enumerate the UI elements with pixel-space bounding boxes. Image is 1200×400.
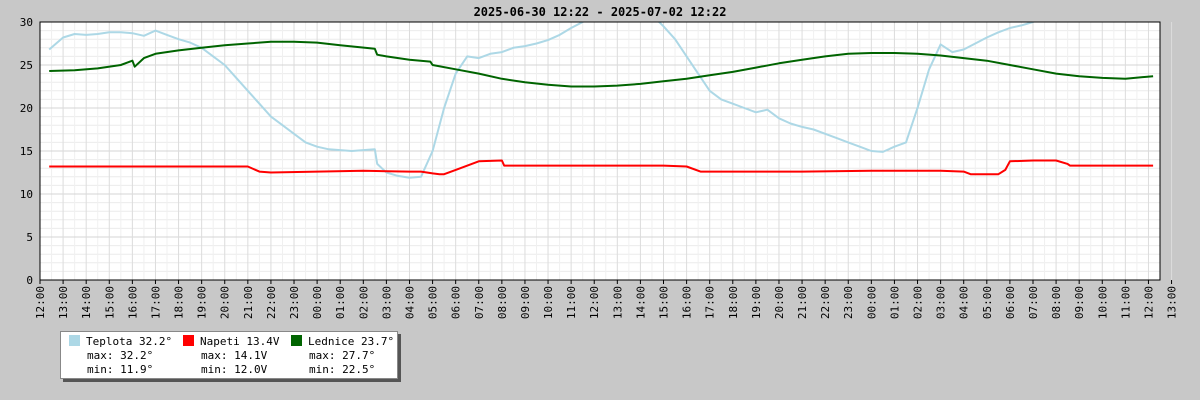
legend-entry-teplota: Teplota 32.2° max: 32.2° min: 11.9° — [69, 335, 172, 377]
x-tick-label: 05:00 — [981, 286, 994, 319]
series-line-napeti — [49, 159, 1154, 176]
x-tick-label: 15:00 — [103, 286, 116, 319]
x-tick-label: 23:00 — [842, 286, 855, 319]
x-tick-label: 18:00 — [173, 286, 186, 319]
y-tick-label: 20 — [20, 102, 33, 115]
x-tick-label: 01:00 — [334, 286, 347, 319]
y-tick-label: 5 — [26, 231, 33, 244]
chart-title: 2025-06-30 12:22 - 2025-07-02 12:22 — [474, 5, 727, 19]
x-tick-label: 16:00 — [126, 286, 139, 319]
series-layer — [48, 22, 1154, 179]
x-tick-label: 07:00 — [1027, 286, 1040, 319]
x-tick-label: 00:00 — [865, 286, 878, 319]
x-tick-label: 12:00 — [588, 286, 601, 319]
x-tick-label: 14:00 — [80, 286, 93, 319]
x-tick-label: 16:00 — [681, 286, 694, 319]
x-tick-label: 06:00 — [1004, 286, 1017, 319]
x-tick-label: 05:00 — [427, 286, 440, 319]
legend-swatch-napeti — [183, 335, 194, 346]
legend: Teplota 32.2° max: 32.2° min: 11.9° Nape… — [60, 331, 398, 379]
grid-major — [39, 21, 1173, 281]
x-tick-label: 22:00 — [819, 286, 832, 319]
x-tick-label: 00:00 — [311, 286, 324, 319]
x-tick-label: 02:00 — [357, 286, 370, 319]
x-tick-label: 03:00 — [935, 286, 948, 319]
x-tick-label: 08:00 — [496, 286, 509, 319]
x-tick-label: 09:00 — [519, 286, 532, 319]
x-tick-label: 11:00 — [1119, 286, 1132, 319]
x-tick-label: 13:00 — [611, 286, 624, 319]
x-tick-label: 06:00 — [450, 286, 463, 319]
x-tick-label: 04:00 — [403, 286, 416, 319]
x-tick-label: 21:00 — [242, 286, 255, 319]
x-tick-label: 12:00 — [34, 286, 47, 319]
legend-label-napeti: Napeti 13.4V — [200, 335, 280, 348]
legend-min-napeti: min: 12.0V — [201, 363, 268, 376]
x-tick-label: 20:00 — [219, 286, 232, 319]
x-tick-label: 13:00 — [57, 286, 70, 319]
x-tick-label: 23:00 — [288, 286, 301, 319]
x-tick-label: 21:00 — [796, 286, 809, 319]
x-tick-label: 17:00 — [704, 286, 717, 319]
x-tick-label: 02:00 — [912, 286, 925, 319]
legend-max-napeti: max: 14.1V — [201, 349, 268, 362]
legend-min-teplota: min: 11.9° — [87, 363, 154, 376]
legend-label-teplota: Teplota 32.2° — [86, 335, 173, 348]
x-tick-label: 15:00 — [658, 286, 671, 319]
y-tick-label: 15 — [20, 145, 33, 158]
x-axis-ticks: 12:00 13:00 14:00 15:00 16:00 17:00 18:00 19:00… — [34, 280, 1179, 319]
plot-border — [39, 21, 1161, 281]
series-line-teplota — [48, 22, 1036, 179]
x-tick-label: 19:00 — [750, 286, 763, 319]
x-tick-label: 09:00 — [1073, 286, 1086, 319]
y-tick-label: 25 — [20, 59, 33, 72]
y-tick-label: 10 — [20, 188, 33, 201]
legend-entry-lednice: Lednice 23.7° max: 27.7° min: 22.5° — [291, 335, 394, 377]
x-tick-label: 17:00 — [149, 286, 162, 319]
series-line-lednice — [49, 40, 1154, 88]
legend-label-lednice: Lednice 23.7° — [308, 335, 395, 348]
x-tick-label: 19:00 — [196, 286, 209, 319]
x-tick-label: 07:00 — [473, 286, 486, 319]
legend-entry-napeti: Napeti 13.4V max: 14.1V min: 12.0V — [183, 335, 279, 377]
x-tick-label: 12:00 — [1142, 286, 1155, 319]
legend-swatch-teplota — [69, 335, 80, 346]
x-tick-label: 04:00 — [958, 286, 971, 319]
x-tick-label: 13:00 — [1166, 286, 1179, 319]
legend-swatch-lednice — [291, 335, 302, 346]
x-tick-label: 03:00 — [380, 286, 393, 319]
x-tick-label: 22:00 — [265, 286, 278, 319]
legend-min-lednice: min: 22.5° — [309, 363, 376, 376]
y-tick-label: 0 — [26, 274, 33, 287]
x-tick-label: 01:00 — [888, 286, 901, 319]
legend-max-lednice: max: 27.7° — [309, 349, 376, 362]
x-tick-label: 14:00 — [634, 286, 647, 319]
y-tick-label: 30 — [20, 16, 33, 29]
x-tick-label: 18:00 — [727, 286, 740, 319]
x-tick-label: 11:00 — [565, 286, 578, 319]
x-tick-label: 08:00 — [1050, 286, 1063, 319]
y-axis-ticks: 0 5 10 15 20 25 30 — [20, 16, 33, 287]
x-tick-label: 10:00 — [1096, 286, 1109, 319]
x-tick-label: 20:00 — [773, 286, 786, 319]
x-tick-label: 10:00 — [542, 286, 555, 319]
legend-max-teplota: max: 32.2° — [87, 349, 154, 362]
